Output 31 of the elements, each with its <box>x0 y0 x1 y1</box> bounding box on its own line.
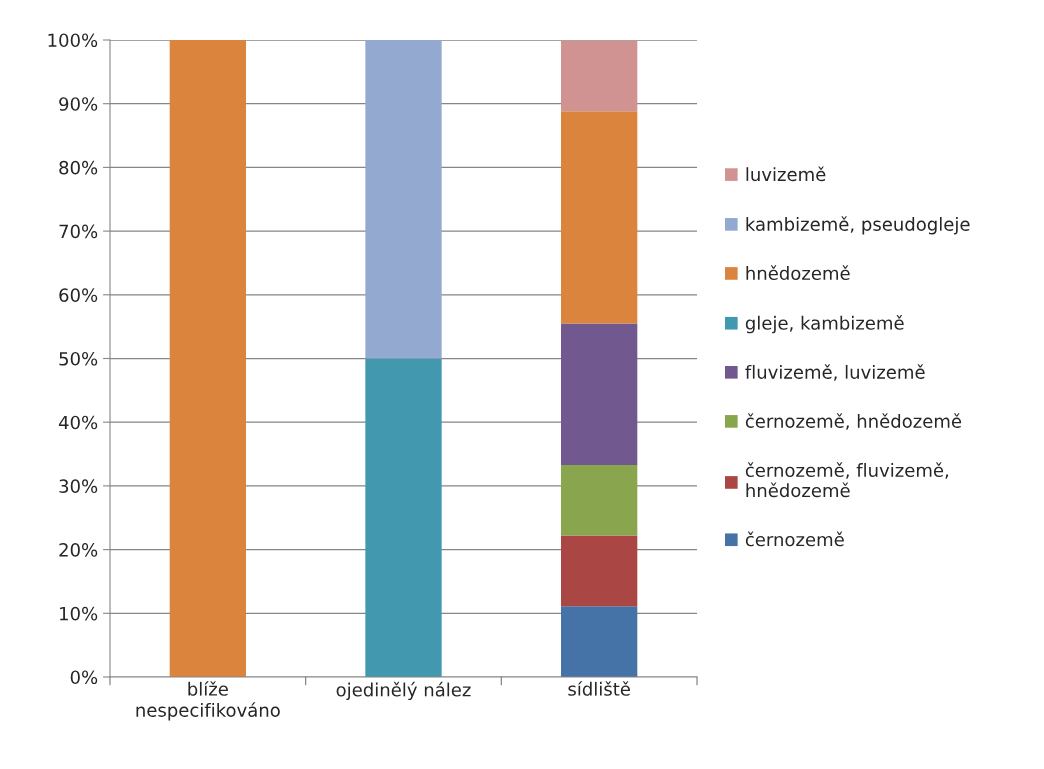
y-tick-label: 30% <box>59 479 98 494</box>
y-tick-label: 100% <box>48 33 98 48</box>
y-tick-label: 90% <box>59 97 98 111</box>
bar <box>365 358 442 677</box>
legend-label: fluvizemě, luvizemě <box>745 364 925 381</box>
bar <box>561 111 638 324</box>
x-tick-label: sídliště <box>568 681 630 696</box>
bar <box>561 535 638 607</box>
x-tick-label: ojedinělý nález <box>336 681 471 701</box>
legend-label: černozemě, hnědozemě <box>745 413 962 430</box>
y-tick-label: 50% <box>59 351 98 366</box>
legend-label: černozemě, fluvizemě, hnědozemě <box>745 462 949 498</box>
x-tick-label: blíže nespecifikováno <box>136 681 280 721</box>
y-tick-label: 80% <box>59 160 98 175</box>
y-tick-label: 70% <box>59 224 98 239</box>
bar <box>561 40 638 112</box>
legend-label: gleje, kambizemě <box>745 315 904 334</box>
y-tick-label: 10% <box>60 606 98 621</box>
y-tick-label: 20% <box>59 543 98 557</box>
y-tick-label: 60% <box>59 288 98 302</box>
y-tick-label: 0% <box>70 670 98 685</box>
bar <box>365 40 442 359</box>
bar <box>169 40 246 677</box>
bar <box>561 606 638 677</box>
legend-label: kambizemě, pseudogleje <box>746 216 970 235</box>
legend-label: hnědozemě <box>746 265 850 281</box>
y-tick-label: 40% <box>58 415 98 430</box>
legend-label: černozemě <box>745 531 844 547</box>
bar <box>561 323 638 465</box>
legend-label: luvizemě <box>746 166 826 182</box>
bar <box>561 464 638 536</box>
